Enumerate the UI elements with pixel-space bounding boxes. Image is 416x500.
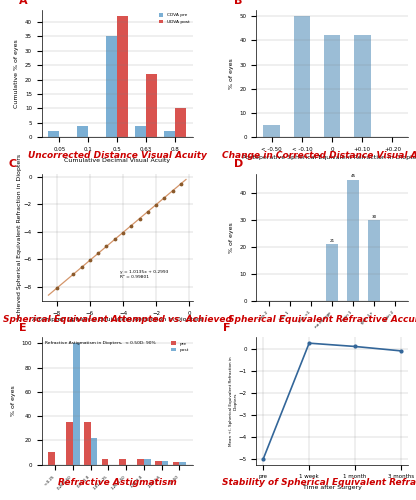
- Text: E: E: [19, 323, 27, 333]
- Bar: [179, 462, 186, 464]
- Bar: [368, 220, 380, 301]
- Bar: [354, 36, 371, 137]
- Point: [120, 228, 126, 236]
- Point: [87, 256, 93, 264]
- Bar: [84, 422, 91, 465]
- Bar: [117, 16, 128, 137]
- Bar: [144, 458, 151, 464]
- Bar: [155, 461, 161, 464]
- Text: y = 1.0135x + 0.2993
R² = 0.99801: y = 1.0135x + 0.2993 R² = 0.99801: [120, 270, 168, 279]
- Y-axis label: Mean +/- Spherical Equivalent Refraction in
Diopters: Mean +/- Spherical Equivalent Refraction…: [228, 356, 237, 446]
- Point: [53, 284, 60, 292]
- Point: [70, 270, 77, 278]
- Text: 30: 30: [371, 215, 376, 219]
- X-axis label: Postoperative Spherical Equivalent Refraction in Diopters: Postoperative Spherical Equivalent Refra…: [242, 154, 416, 160]
- Text: Stability of Spherical Equivalent Refraction: Stability of Spherical Equivalent Refrac…: [223, 478, 416, 488]
- Y-axis label: % of eyes: % of eyes: [229, 58, 234, 89]
- Bar: [263, 125, 280, 137]
- Text: Spherical Equivalent Refractive Accuracy: Spherical Equivalent Refractive Accuracy: [228, 314, 416, 324]
- Text: Spherical Equivalent Attempted vs. Achieved: Spherical Equivalent Attempted vs. Achie…: [3, 314, 232, 324]
- Point: [128, 222, 135, 230]
- Point: [136, 215, 143, 223]
- Text: B: B: [234, 0, 242, 6]
- Bar: [91, 438, 97, 464]
- Point: [95, 249, 102, 257]
- Bar: [119, 458, 126, 464]
- Y-axis label: % of eyes: % of eyes: [229, 222, 234, 252]
- Text: 45: 45: [350, 174, 356, 178]
- Bar: [173, 462, 179, 464]
- Bar: [77, 126, 88, 137]
- Point: [153, 201, 159, 209]
- Text: Change in Corrected Distance Visual Acuity: Change in Corrected Distance Visual Acui…: [222, 151, 416, 160]
- Legend: pre, post: pre, post: [170, 340, 191, 354]
- Text: Refractive Astigmatism in Diopters,  < 0.50D: 90%: Refractive Astigmatism in Diopters, < 0.…: [45, 341, 155, 345]
- Bar: [106, 36, 117, 137]
- Bar: [164, 132, 175, 137]
- X-axis label: Attempted Spherical Equivalent Refraction in Diopters: Attempted Spherical Equivalent Refractio…: [32, 317, 203, 322]
- Y-axis label: Cumulative % of eyes: Cumulative % of eyes: [14, 39, 19, 108]
- Point: [145, 208, 151, 216]
- Bar: [146, 74, 157, 137]
- Legend: CDVA pre, UDVA post: CDVA pre, UDVA post: [158, 12, 191, 24]
- Point: [78, 263, 85, 271]
- Point: [111, 236, 118, 244]
- Point: [169, 186, 176, 194]
- Text: 21: 21: [329, 239, 334, 243]
- X-axis label: Time after Surgery: Time after Surgery: [302, 485, 362, 490]
- Bar: [135, 126, 146, 137]
- Bar: [66, 422, 73, 465]
- Point: [178, 180, 184, 188]
- Bar: [102, 458, 109, 464]
- Point: [103, 242, 110, 250]
- Bar: [347, 180, 359, 301]
- Text: Refractive Astigmatism: Refractive Astigmatism: [58, 478, 177, 488]
- Bar: [49, 132, 59, 137]
- Bar: [137, 458, 144, 464]
- Bar: [161, 461, 168, 464]
- Bar: [324, 36, 340, 137]
- Text: D: D: [234, 160, 243, 170]
- Text: F: F: [223, 323, 230, 333]
- Text: Uncorrected Distance Visual Acuity: Uncorrected Distance Visual Acuity: [28, 151, 207, 160]
- Bar: [73, 344, 80, 464]
- Point: [161, 194, 168, 202]
- Bar: [326, 244, 338, 301]
- Y-axis label: Achieved Spherical Equivalent Refraction in Diopters: Achieved Spherical Equivalent Refraction…: [17, 154, 22, 320]
- Y-axis label: % of eyes: % of eyes: [11, 386, 16, 416]
- X-axis label: Cumulative Decimal Visual Acuity: Cumulative Decimal Visual Acuity: [64, 158, 170, 162]
- Text: C: C: [8, 160, 17, 170]
- Bar: [294, 16, 310, 137]
- Bar: [49, 452, 55, 464]
- Bar: [175, 108, 186, 137]
- Text: A: A: [19, 0, 27, 6]
